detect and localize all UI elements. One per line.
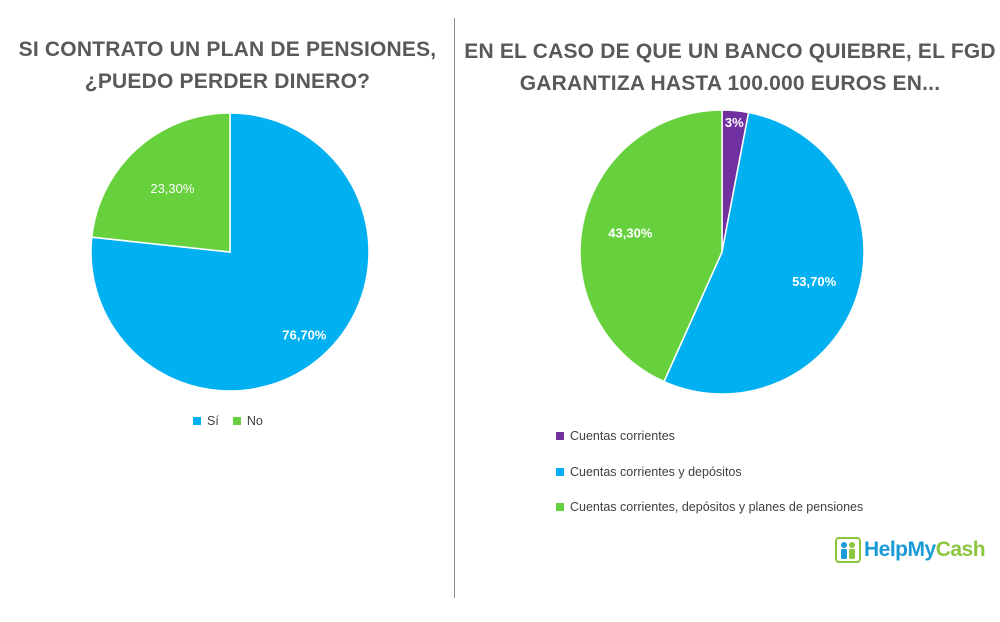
legend-label-cuentas-corrientes: Cuentas corrientes — [570, 429, 675, 443]
legend-swatch-cuentas-corrientes — [556, 432, 564, 440]
helpmycash-logo: HelpMyCash — [835, 537, 986, 563]
legend-label-si: Sí — [207, 414, 219, 428]
divider-line — [454, 18, 455, 598]
pie-1-slice-2 — [579, 109, 723, 383]
pie-0-data-label-1: 23,30% — [150, 181, 195, 196]
pie-0-data-label-0: 76,70% — [282, 328, 327, 343]
legend-label-cuentas-depositos-planes: Cuentas corrientes, depósitos y planes d… — [570, 500, 864, 514]
legend-item-cuentas-depositos: Cuentas corrientes y depósitos — [556, 465, 742, 479]
pie-0-slice-1 — [90, 112, 231, 253]
legend-label-cuentas-depositos: Cuentas corrientes y depósitos — [570, 465, 742, 479]
legend-swatch-no — [232, 417, 241, 425]
legend-item-cuentas-depositos-planes: Cuentas corrientes, depósitos y planes d… — [556, 500, 863, 514]
helpmycash-logo-icon — [835, 537, 861, 563]
legend-label-no: No — [246, 414, 263, 428]
chart-title-pensions: SI CONTRATO UN PLAN DE PENSIONES, ¿PUEDO… — [18, 38, 437, 93]
helpmycash-logo-text: HelpMyCash — [864, 538, 986, 561]
pie-1-slice-1 — [662, 111, 865, 395]
legend-item-cuentas-corrientes: Cuentas corrientes — [556, 429, 675, 443]
legend-left: Sí No — [193, 414, 263, 428]
legend-swatch-cuentas-depositos-planes — [556, 503, 564, 511]
chart-title-fgd: EN EL CASO DE QUE UN BANCO QUIEBRE, EL F… — [464, 40, 996, 95]
legend-swatch-cuentas-depositos — [556, 468, 564, 476]
legend-swatch-si — [193, 417, 201, 425]
pie-1-data-label-2: 43,30% — [608, 225, 653, 240]
pie-1-data-label-1: 53,70% — [792, 274, 837, 289]
pie-1-data-label-0: 3% — [725, 115, 744, 130]
